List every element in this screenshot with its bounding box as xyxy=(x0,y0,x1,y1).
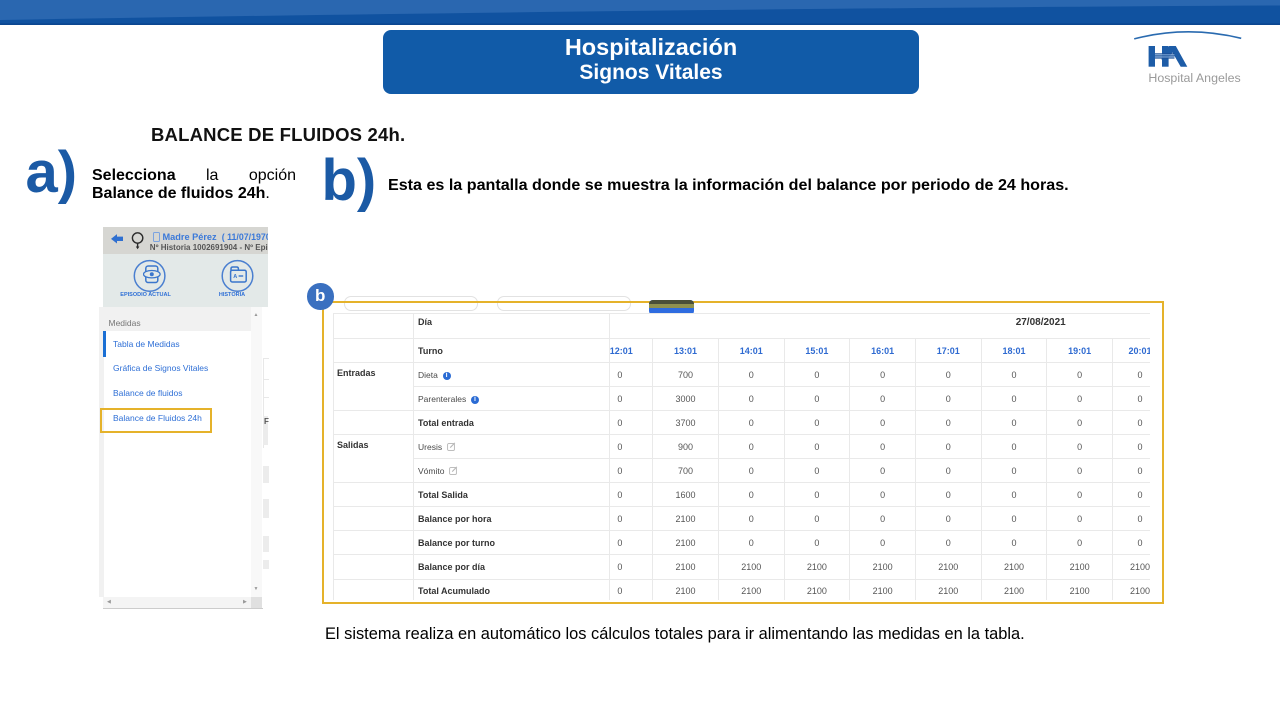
svg-text:Hospital Angeles: Hospital Angeles xyxy=(1148,71,1240,85)
svg-text:A: A xyxy=(233,274,237,280)
